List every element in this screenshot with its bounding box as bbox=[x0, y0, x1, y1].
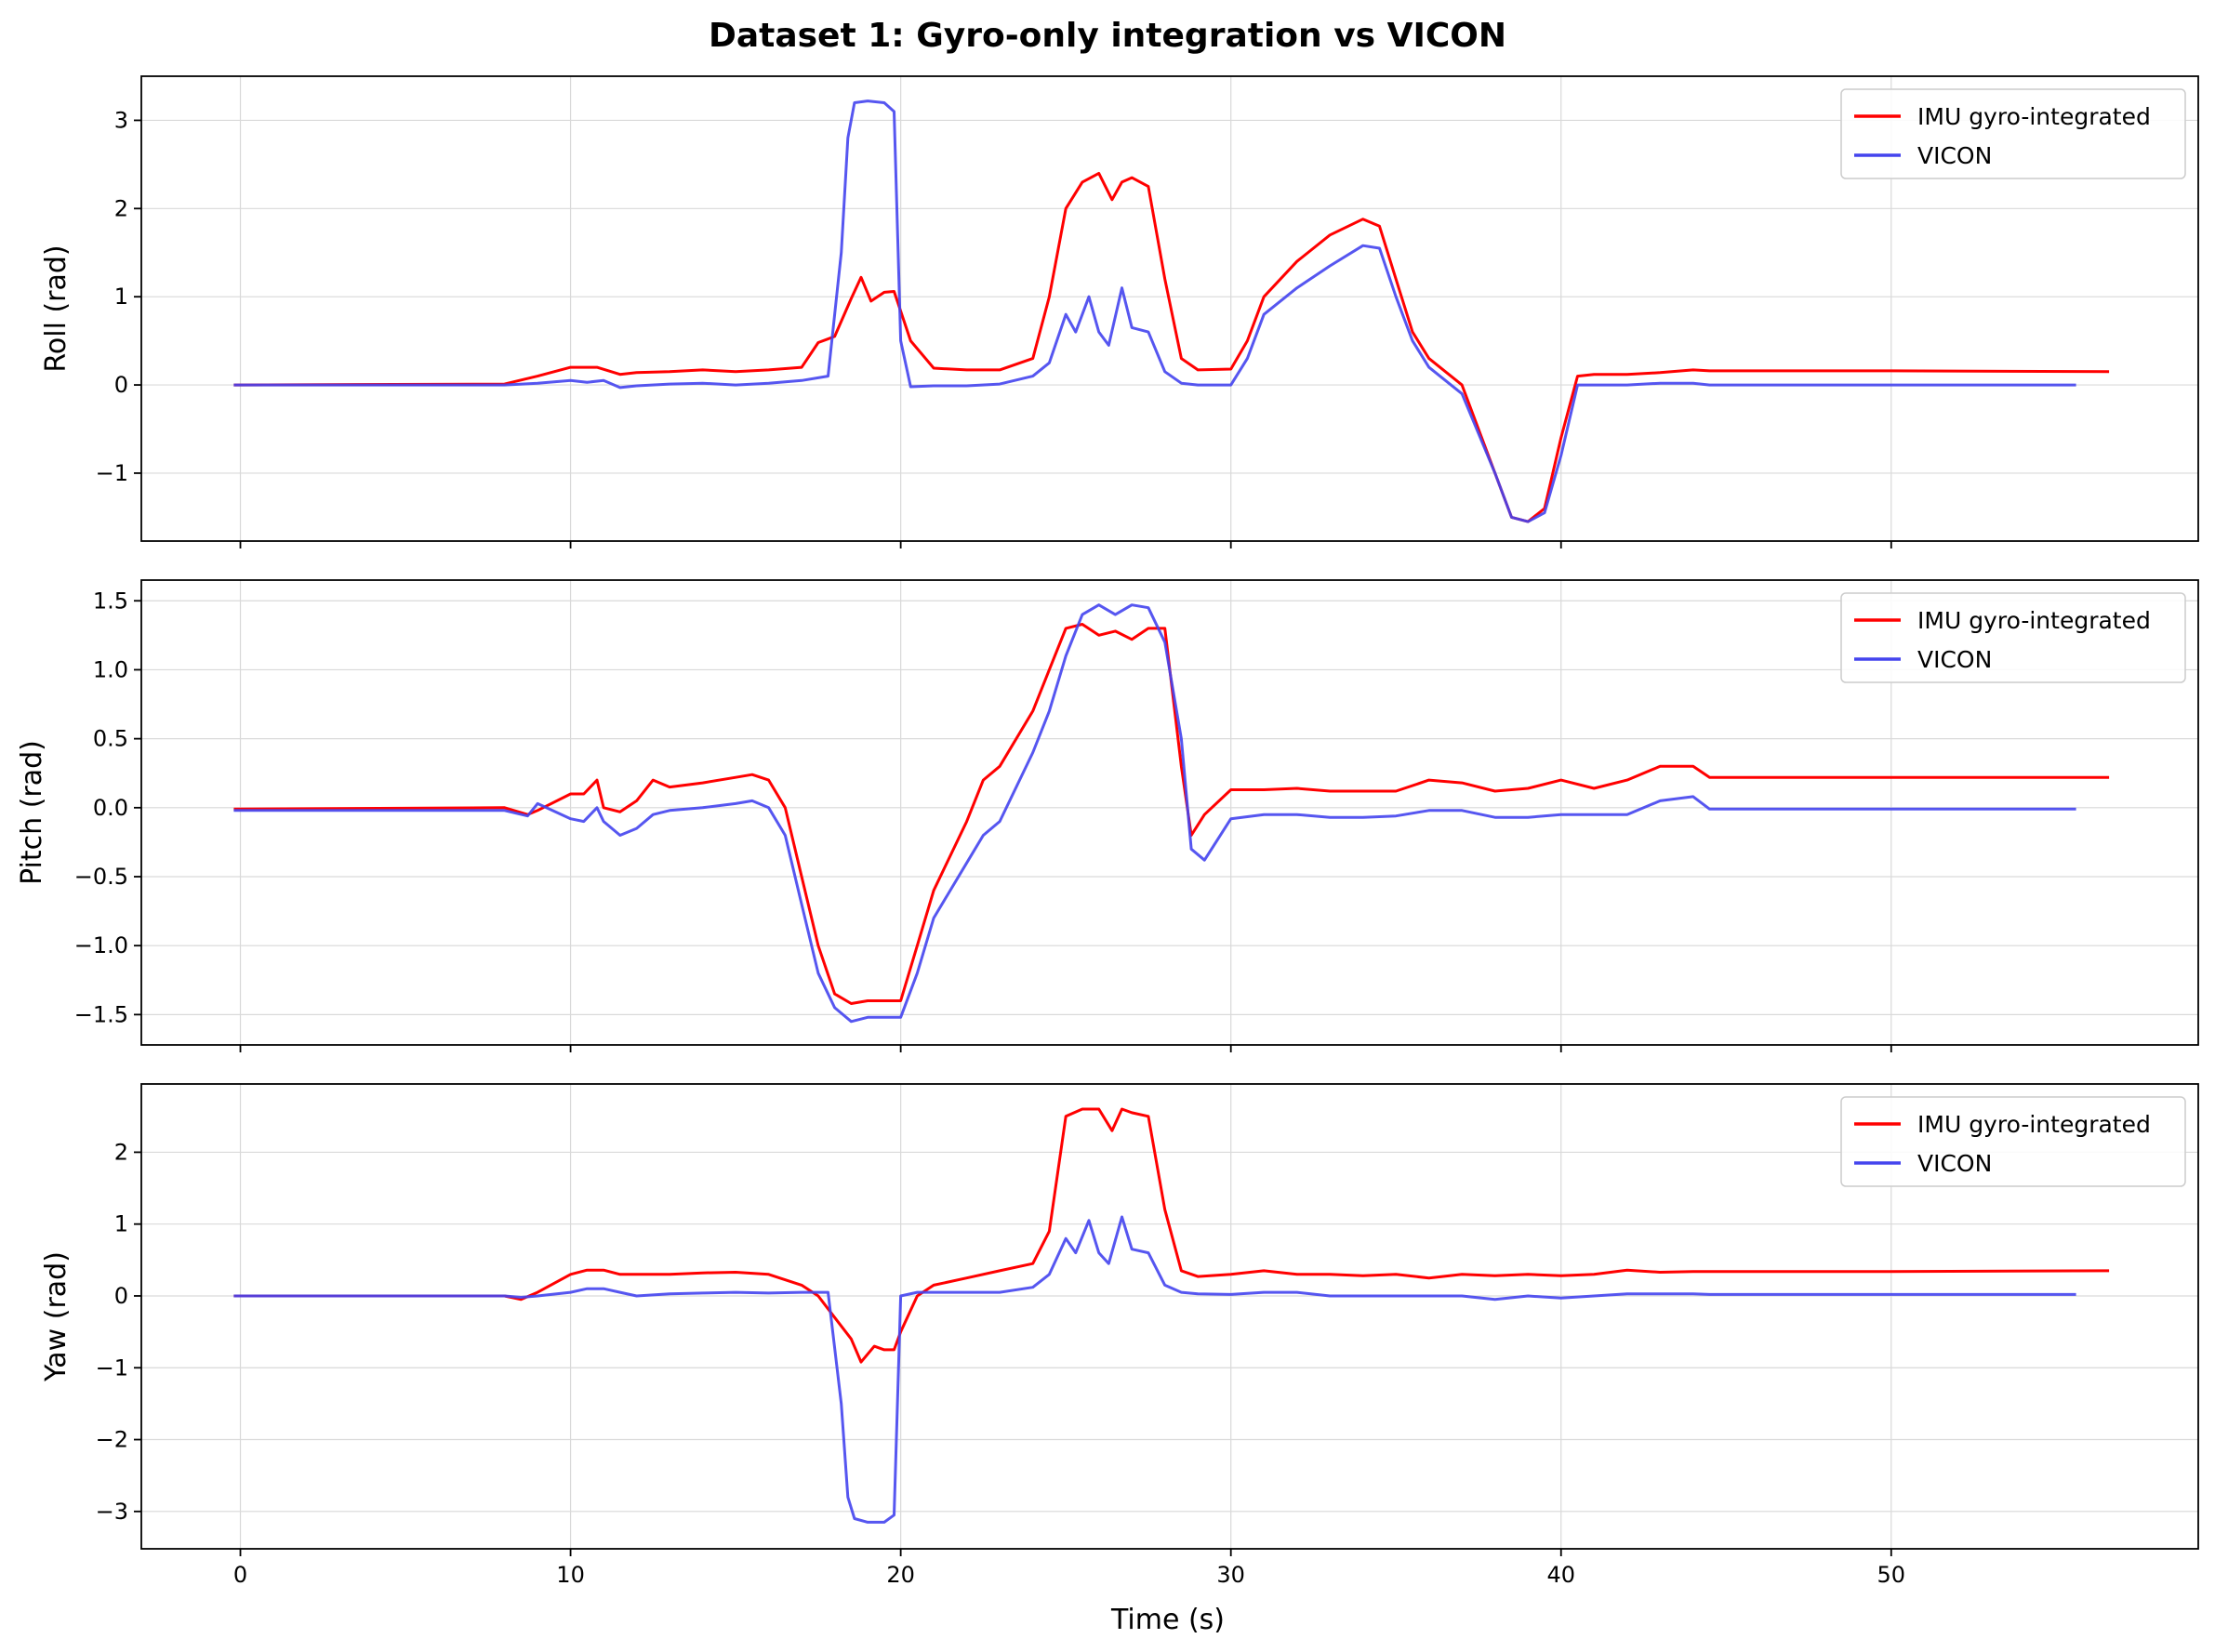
roll-legend: IMU gyro-integrated VICON bbox=[1840, 88, 2186, 179]
pitch-ytick-label: 0.5 bbox=[93, 726, 128, 752]
pitch-legend: IMU gyro-integrated VICON bbox=[1840, 592, 2186, 683]
roll-ytick-label: 2 bbox=[114, 195, 128, 221]
yaw-y-axis-label: Yaw (rad) bbox=[40, 1251, 73, 1382]
yaw-xtick-label: 20 bbox=[886, 1562, 915, 1588]
roll-y-axis-label: Roll (rad) bbox=[40, 244, 73, 372]
yaw-ytick-label: −2 bbox=[96, 1427, 128, 1453]
yaw-xtick-label: 0 bbox=[233, 1562, 247, 1588]
chart-title: Dataset 1: Gyro-only integration vs VICO… bbox=[709, 17, 1506, 55]
yaw-xtick-label: 50 bbox=[1877, 1562, 1906, 1588]
yaw-ytick-label: −3 bbox=[96, 1499, 128, 1525]
roll-legend-box bbox=[1840, 88, 2186, 179]
roll-series-imu-line bbox=[233, 171, 2110, 523]
yaw-xtick-label: 40 bbox=[1546, 1562, 1575, 1588]
roll-series-vicon-line bbox=[233, 99, 2076, 523]
pitch-series-imu-line bbox=[233, 623, 2110, 1005]
yaw-axes-frame bbox=[140, 1083, 2199, 1550]
yaw-legend: IMU gyro-integrated VICON bbox=[1840, 1096, 2186, 1187]
roll-ytick-label: 1 bbox=[114, 284, 128, 310]
roll-legend-label-imu: IMU gyro-integrated bbox=[1917, 103, 2151, 130]
x-axis-label: Time (s) bbox=[1110, 1604, 1225, 1636]
roll-ytick-label: −1 bbox=[96, 460, 128, 486]
yaw-ytick-label: 1 bbox=[114, 1211, 128, 1237]
yaw-xtick-label: 10 bbox=[556, 1562, 585, 1588]
panel-roll: −1 0 1 2 3 Roll (rad) IMU gyro-integrated VICON bbox=[40, 75, 2199, 548]
panel-yaw: 0 10 20 30 40 50 −3 −2 −1 0 1 2 Yaw (rad) IMU gyro-in… bbox=[40, 1083, 2199, 1588]
yaw-legend-box bbox=[1840, 1096, 2186, 1187]
pitch-legend-label-vicon: VICON bbox=[1917, 646, 1992, 673]
yaw-xtick-label: 30 bbox=[1216, 1562, 1245, 1588]
yaw-ytick-label: 0 bbox=[114, 1283, 128, 1309]
yaw-ytick-label: 2 bbox=[114, 1139, 128, 1165]
pitch-series-vicon-line bbox=[233, 603, 2076, 1024]
yaw-ytick-label: −1 bbox=[96, 1355, 128, 1381]
pitch-y-axis-label: Pitch (rad) bbox=[16, 740, 48, 885]
roll-axes-frame bbox=[140, 75, 2199, 542]
pitch-ytick-label: 1.5 bbox=[93, 588, 128, 614]
roll-ytick-label: 0 bbox=[114, 372, 128, 398]
roll-legend-label-vicon: VICON bbox=[1917, 142, 1992, 169]
pitch-ytick-label: −0.5 bbox=[74, 864, 128, 890]
pitch-ytick-label: 0.0 bbox=[93, 795, 128, 821]
pitch-legend-box bbox=[1840, 592, 2186, 683]
yaw-legend-label-vicon: VICON bbox=[1917, 1150, 1992, 1177]
panel-pitch: −1.5 −1.0 −0.5 0.0 0.5 1.0 1.5 Pitch (rad) IMU g… bbox=[16, 579, 2199, 1052]
roll-ytick-label: 3 bbox=[114, 107, 128, 133]
pitch-ytick-label: −1.5 bbox=[74, 1001, 128, 1027]
yaw-legend-label-imu: IMU gyro-integrated bbox=[1917, 1111, 2151, 1138]
pitch-axes-frame bbox=[140, 579, 2199, 1046]
pitch-legend-label-imu: IMU gyro-integrated bbox=[1917, 607, 2151, 634]
yaw-series-vicon-line bbox=[233, 1215, 2076, 1524]
pitch-ytick-label: 1.0 bbox=[93, 656, 128, 682]
yaw-series-imu-line bbox=[233, 1107, 2110, 1364]
pitch-ytick-label: −1.0 bbox=[74, 932, 128, 958]
